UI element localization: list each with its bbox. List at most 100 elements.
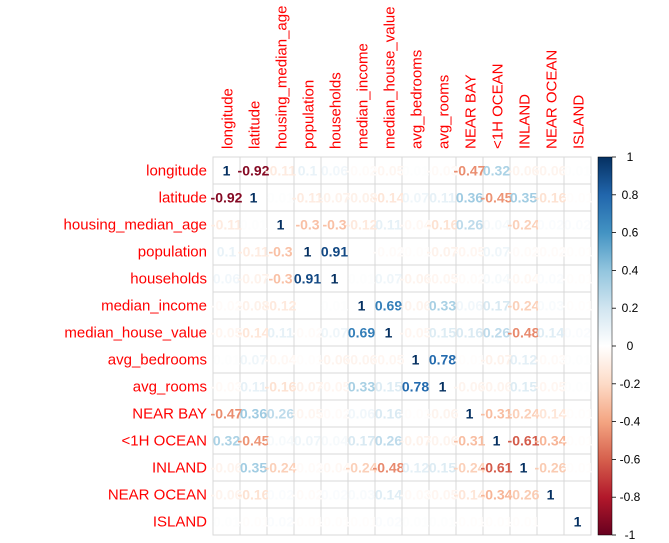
- matrix-cell: [266, 372, 295, 401]
- row-label: NEAR BAY: [132, 406, 207, 423]
- cell-value: -0.06: [319, 352, 351, 368]
- cell-value: -0.05: [427, 271, 459, 287]
- cell-value: 0.17: [483, 298, 510, 314]
- cell-value: 1: [277, 217, 285, 233]
- cell-value: -0.02: [292, 487, 324, 503]
- cell-value: 0.33: [429, 298, 456, 314]
- matrix-cell: [401, 291, 430, 320]
- matrix-cell: [536, 480, 565, 509]
- cell-value: -0.04: [319, 460, 351, 476]
- matrix-cell: [428, 210, 457, 239]
- cell-value: 0.04: [483, 217, 510, 233]
- matrix-cell: [428, 183, 457, 212]
- cell-value: 0.26: [483, 325, 510, 341]
- cell-value: 0.11: [240, 379, 267, 395]
- cell-value: -0.06: [211, 487, 243, 503]
- cell-value: 0.01: [321, 298, 348, 314]
- cell-value: -0.06: [211, 460, 243, 476]
- matrix-cell: [293, 507, 322, 536]
- cell-value: 0.91: [294, 271, 321, 287]
- legend-tick-label: -0.8: [620, 490, 641, 504]
- matrix-cell: [266, 183, 295, 212]
- matrix-cell: [563, 345, 592, 374]
- cell-value: 0.1: [298, 163, 318, 179]
- cell-value: -0.02: [319, 406, 351, 422]
- cell-value: 0.36: [456, 190, 483, 206]
- cell-value: -0.34: [535, 433, 567, 449]
- matrix-cell: [374, 507, 403, 536]
- matrix-cell: [482, 264, 511, 293]
- matrix-cell: [536, 399, 565, 428]
- cell-value: -0.05: [211, 325, 243, 341]
- cell-value: 0.12: [510, 352, 537, 368]
- matrix-cell: [401, 210, 430, 239]
- cell-value: 0: [304, 298, 312, 314]
- cell-value: -0.16: [535, 190, 567, 206]
- cell-value: -0.05: [292, 406, 324, 422]
- cell-value: 0.07: [402, 190, 429, 206]
- matrix-cell: [266, 291, 295, 320]
- cell-value: -0.02: [373, 244, 405, 260]
- cell-value: -0.12: [265, 298, 297, 314]
- matrix-cell: [320, 291, 349, 320]
- cell-value: -0.05: [373, 163, 405, 179]
- cell-value: -0.02: [292, 325, 324, 341]
- matrix-cell: [374, 183, 403, 212]
- cell-value: -0.3: [268, 271, 292, 287]
- matrix-cell: [509, 345, 538, 374]
- column-label: avg_bedrooms: [409, 50, 426, 149]
- matrix-cell: [293, 372, 322, 401]
- cell-value: -0.05: [427, 487, 459, 503]
- matrix-cell: [347, 345, 376, 374]
- cell-value: 0.78: [402, 379, 429, 395]
- cell-value: -0.04: [400, 217, 432, 233]
- cell-value: -0.06: [400, 271, 432, 287]
- cell-value: -0.01: [400, 244, 432, 260]
- cell-value: -0.06: [481, 379, 513, 395]
- cell-value: 0.06: [321, 163, 348, 179]
- cell-value: 0.02: [564, 325, 591, 341]
- cell-value: -0.01: [481, 514, 513, 530]
- cell-value: 0.07: [321, 325, 348, 341]
- matrix-cell: [266, 210, 295, 239]
- legend-tick-label: -0.2: [620, 377, 641, 391]
- matrix-cell: [563, 156, 592, 185]
- cell-value: 0.78: [429, 352, 456, 368]
- matrix-cell: [536, 318, 565, 347]
- matrix-cell: [266, 399, 295, 428]
- matrix-cell: [347, 183, 376, 212]
- cell-value: -0.02: [211, 298, 243, 314]
- cell-value: -0.45: [238, 433, 270, 449]
- cell-value: -0.05: [535, 379, 567, 395]
- cell-value: 1: [466, 406, 474, 422]
- matrix-cell: [509, 318, 538, 347]
- cell-value: -0.03: [211, 379, 243, 395]
- cell-value: -0.07: [481, 352, 513, 368]
- row-label: NEAR OCEAN: [108, 487, 207, 504]
- cell-value: -0.61: [481, 460, 513, 476]
- cell-value: -0.01: [292, 352, 324, 368]
- cell-value: 0.01: [564, 352, 591, 368]
- cell-value: 1: [493, 433, 501, 449]
- matrix-cell: [374, 291, 403, 320]
- cell-value: -0.92: [211, 190, 243, 206]
- cell-value: 1: [304, 244, 312, 260]
- cell-value: 0.02: [375, 514, 402, 530]
- matrix-cell: [293, 291, 322, 320]
- matrix-cell: [266, 426, 295, 455]
- cell-value: 0.01: [213, 352, 240, 368]
- cell-value: 0.1: [217, 244, 237, 260]
- cell-value: 0.36: [240, 406, 267, 422]
- cell-value: -0.07: [292, 379, 324, 395]
- matrix-cell: [374, 237, 403, 266]
- cell-value: -0.47: [454, 163, 486, 179]
- cell-value: 0.01: [564, 163, 591, 179]
- cell-value: 0.26: [456, 217, 483, 233]
- matrix-cell: [509, 453, 538, 482]
- cell-value: 0.16: [456, 325, 483, 341]
- cell-value: -0.16: [265, 379, 297, 395]
- cell-value: 0.91: [321, 244, 348, 260]
- cell-value: 0.06: [456, 298, 483, 314]
- cell-value: -0.05: [319, 379, 351, 395]
- matrix-cell: [455, 372, 484, 401]
